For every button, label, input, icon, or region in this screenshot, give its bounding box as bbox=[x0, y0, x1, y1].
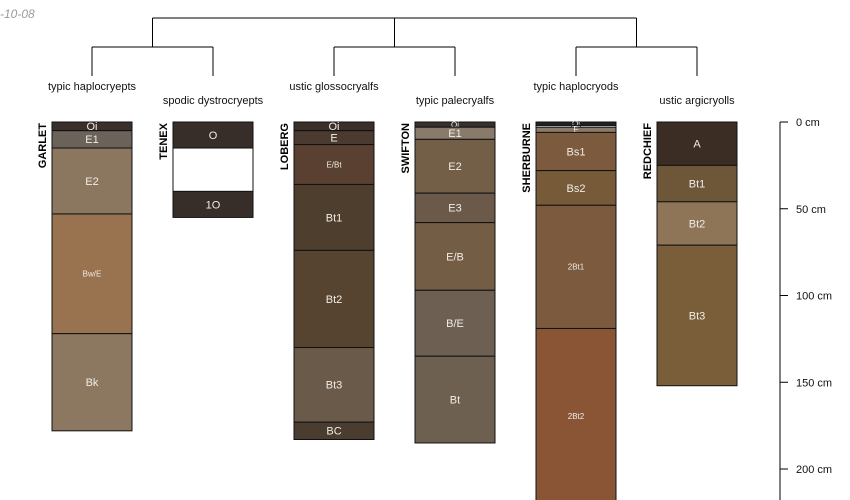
horizon-bt3 bbox=[293, 347, 375, 423]
horizon-label: Bt3 bbox=[689, 310, 706, 322]
horizon-label: 2Bt1 bbox=[568, 263, 585, 272]
profile-loberg: OiE E/Bt Bt1 Bt2 Bt3 BC LOBERG ustic glossocrya… bbox=[279, 81, 379, 441]
horizon-label: Oe bbox=[571, 122, 582, 131]
horizon-label: E1 bbox=[85, 134, 98, 146]
profile-taxonomy: typic haplocryods bbox=[534, 81, 619, 93]
horizon-label: E2 bbox=[85, 176, 98, 188]
profile-taxonomy: typic palecryalfs bbox=[416, 95, 495, 107]
horizon-label: 2Bt2 bbox=[568, 412, 585, 421]
horizon-label: E/Bt bbox=[326, 160, 342, 169]
horizon-label: BC bbox=[326, 426, 341, 438]
horizon-label: Bs2 bbox=[567, 183, 586, 195]
horizon-e-b bbox=[414, 222, 496, 291]
horizon-label: O bbox=[209, 130, 218, 142]
axis-tick-label: 100 cm bbox=[796, 291, 832, 303]
profile-name: REDCHIEF bbox=[642, 123, 654, 180]
horizon-bw-e bbox=[51, 213, 133, 335]
profile-name: SWIFTON bbox=[400, 123, 412, 174]
horizon-label: Bt1 bbox=[689, 178, 706, 190]
horizon-label: Oi bbox=[451, 120, 459, 129]
axis-tick-label: 50 cm bbox=[796, 204, 826, 216]
profile-tenex: O 1O TENEX spodic dystrocryepts bbox=[158, 95, 264, 218]
profile-taxonomy: ustic glossocryalfs bbox=[289, 81, 379, 93]
horizon-label: Bt3 bbox=[326, 380, 343, 392]
horizon-label: Oi bbox=[87, 121, 98, 133]
depth-axis: 0 cm 50 cm 100 cm 150 cm 200 cm bbox=[779, 117, 832, 500]
horizon-label: Bt1 bbox=[326, 212, 343, 224]
horizon-b-e bbox=[414, 289, 496, 357]
horizon-label: E3 bbox=[448, 203, 461, 215]
horizon-label: Oi bbox=[329, 121, 340, 133]
profile-name: LOBERG bbox=[279, 123, 291, 170]
horizon-2bt2 bbox=[535, 327, 617, 500]
horizon-label: Bt2 bbox=[689, 218, 706, 230]
profile-name: GARLET bbox=[37, 123, 49, 169]
horizon-bt1 bbox=[656, 164, 738, 203]
horizon-bk bbox=[51, 333, 133, 432]
horizon-2bt1 bbox=[535, 204, 617, 329]
horizon-label: E2 bbox=[448, 161, 461, 173]
horizon-e2 bbox=[51, 147, 133, 215]
axis-tick-label: 150 cm bbox=[796, 377, 832, 389]
dendrogram bbox=[91, 17, 698, 76]
date-label: -10-08 bbox=[0, 7, 35, 21]
horizon-a bbox=[656, 121, 738, 166]
horizon-label: A bbox=[693, 139, 701, 151]
horizon-label: B/E bbox=[446, 318, 464, 330]
horizon-e2 bbox=[414, 138, 496, 194]
horizon-bt3 bbox=[656, 244, 738, 387]
horizon-1o bbox=[172, 190, 254, 218]
profile-taxonomy: ustic argicryolls bbox=[659, 95, 735, 107]
profile-taxonomy: typic haplocryepts bbox=[48, 81, 137, 93]
horizon-blank bbox=[172, 147, 254, 192]
horizon-label: E bbox=[573, 126, 578, 135]
horizon-bt bbox=[414, 355, 496, 444]
horizon-label: E/B bbox=[446, 251, 464, 263]
horizon-label: E1 bbox=[448, 128, 461, 140]
horizon-bt1 bbox=[293, 183, 375, 251]
horizon-bs1 bbox=[535, 131, 617, 172]
profile-taxonomy: spodic dystrocryepts bbox=[163, 95, 264, 107]
horizon-label: Oi bbox=[572, 120, 580, 129]
horizon-label: Bs1 bbox=[567, 146, 586, 158]
profile-name: TENEX bbox=[158, 122, 170, 159]
horizon-bt2 bbox=[293, 249, 375, 349]
horizon-bs2 bbox=[535, 170, 617, 206]
horizon-bc bbox=[293, 421, 375, 441]
axis-tick-label: 200 cm bbox=[796, 464, 832, 476]
horizon-o bbox=[172, 121, 254, 149]
axis-tick-label: 0 cm bbox=[796, 117, 820, 129]
horizon-label: Bt bbox=[450, 394, 460, 406]
profile-redchief: A Bt1 Bt2 Bt3 REDCHIEF ustic argicryolls bbox=[642, 95, 738, 387]
horizon-label: 1O bbox=[206, 199, 221, 211]
profile-name: SHERBURNE bbox=[521, 123, 533, 193]
horizon-label: Bw/E bbox=[83, 270, 102, 279]
horizon-label: Bt2 bbox=[326, 294, 343, 306]
horizon-label: Bk bbox=[86, 377, 99, 389]
horizon-e3 bbox=[414, 192, 496, 224]
horizon-label: E bbox=[330, 132, 337, 144]
